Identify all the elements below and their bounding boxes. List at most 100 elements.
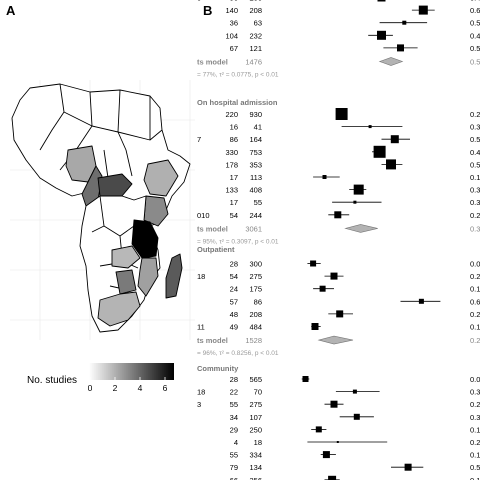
events-cell: 55 [230,451,238,460]
estimate-square [390,135,399,144]
ci-text: 0.4 [470,0,480,3]
africa-map [10,80,195,340]
ci-text: 0.1 [470,285,480,294]
total-cell: 18 [254,438,262,447]
total-cell: 484 [249,323,262,332]
estimate-square [336,310,344,318]
estimate-square [402,20,407,25]
events-cell: 28 [230,375,238,384]
ci-text: 0.5 [470,19,480,28]
legend-tick-label: 4 [138,383,143,393]
estimate-square [311,323,319,330]
total-cell: 353 [249,160,262,169]
events-cell: 24 [230,285,238,294]
estimate-square [353,200,357,204]
ci-text: 0.5 [470,463,480,472]
country-madagascar [165,253,183,299]
country-borders-south [91,195,139,291]
total-cell: 275 [249,272,262,281]
estimate-square [368,125,372,129]
ci-text: 0.2 [470,400,480,409]
estimate-square [386,159,396,170]
total-cell: 208 [249,310,262,319]
total-cell: 565 [249,375,262,384]
events-cell: 104 [225,31,238,40]
summary-total: 1528 [245,336,262,345]
ci-text: 0.4 [470,148,480,157]
ci-text: 0.0 [470,260,480,269]
summary-label: ts model [197,336,228,345]
total-cell: 208 [249,6,262,15]
ci-text: 0.1 [470,451,480,460]
summary-ci-text: 0.5 [470,58,480,67]
total-cell: 408 [249,186,262,195]
map-legend: No. studies 0 2 4 6 [27,363,174,393]
events-cell: 48 [230,310,238,319]
estimate-square [322,175,327,179]
events-cell: 22 [230,388,238,397]
total-cell: 164 [249,135,262,144]
events-cell: 28 [230,260,238,269]
estimate-square [330,400,338,408]
legend-tick-label: 0 [88,383,93,393]
estimate-square [404,463,412,471]
legend-colorbar [89,363,174,380]
events-cell: 4 [234,438,238,447]
group-title: On hospital admission [197,98,278,107]
ci-text: 0.2 [470,110,480,119]
legend-title: No. studies [27,375,77,386]
total-cell: 250 [249,425,262,434]
total-cell: 275 [249,400,262,409]
total-cell: 113 [250,173,262,182]
total-cell: 753 [249,148,262,157]
ci-text: 0.3 [470,388,480,397]
events-cell: 57 [230,297,238,306]
events-cell: 17 [230,173,238,182]
events-cell: 90 [230,0,238,3]
estimate-square [335,108,348,120]
total-cell: 175 [249,285,262,294]
total-cell: 121 [249,44,262,53]
ci-text: 0.3 [470,186,480,195]
events-cell: 36 [230,19,238,28]
country-mozambique [137,257,159,297]
ci-text: 0.2 [470,272,480,281]
events-cell: 16 [230,123,238,132]
events-cell: 55 [230,400,238,409]
total-cell: 63 [254,19,262,28]
summary-label: ts model [197,58,228,67]
country-south-africa [97,291,141,327]
total-cell: 930 [249,110,262,119]
total-cell: 41 [254,123,262,132]
estimate-square [319,285,326,292]
ci-text: 0.2 [470,310,480,319]
summary-diamond [344,224,378,233]
total-cell: 107 [249,413,262,422]
ci-text: 0.0 [470,375,480,384]
heterogeneity-text: = 96%, τ² = 0.8256, p < 0.01 [197,350,279,357]
events-cell: 29 [230,425,238,434]
estimate-square [397,44,404,52]
summary-ci-text: 0.2 [470,336,480,345]
total-cell: 134 [249,463,262,472]
events-cell: 178 [225,160,238,169]
ci-text: 0.2 [470,438,480,447]
summary-total: 3061 [245,224,262,233]
total-cell: 232 [249,31,262,40]
total-cell: 70 [254,388,262,397]
ci-text: 0.1 [470,425,480,434]
study-label: 18 [197,272,205,281]
ci-text: 0.5 [470,135,480,144]
legend-tick-label: 6 [163,383,168,393]
group-title: Community [197,364,239,373]
ci-text: 0.3 [470,413,480,422]
events-cell: 220 [225,110,238,119]
events-cell: 67 [230,44,238,53]
total-cell: 244 [249,211,262,220]
estimate-square [353,184,364,195]
ci-text: 0.6 [470,297,480,306]
study-label: 0 [197,0,201,3]
estimate-square [315,426,322,433]
events-cell: 34 [230,413,238,422]
events-cell: 49 [230,323,238,332]
